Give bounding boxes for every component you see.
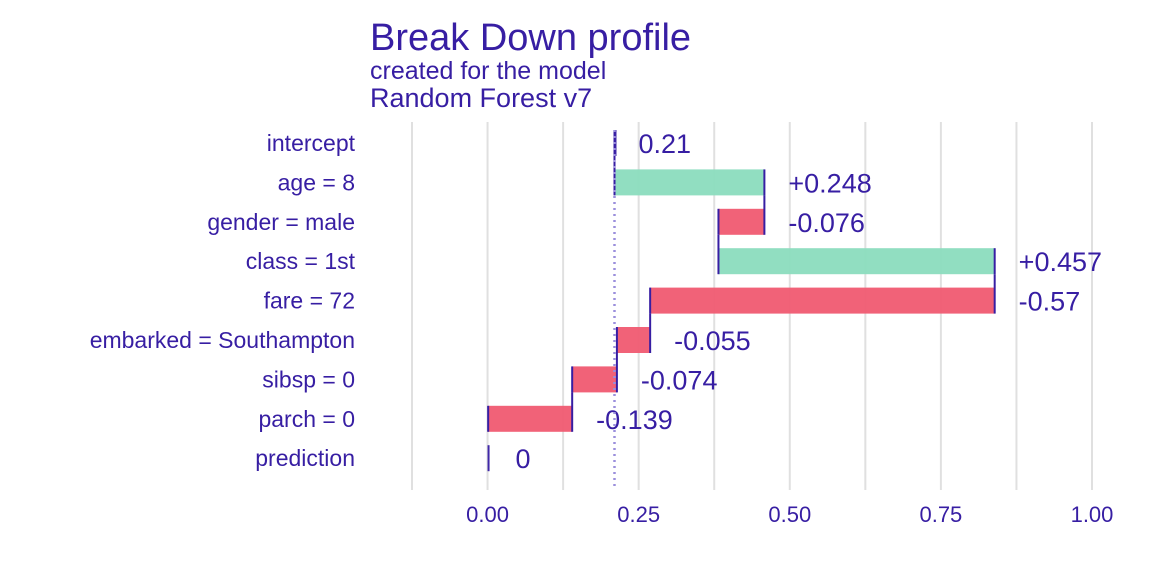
category-label: embarked = Southampton: [90, 327, 355, 353]
bar-5: [616, 327, 651, 353]
category-label: gender = male: [207, 209, 355, 235]
category-label: class = 1st: [246, 248, 356, 274]
bar-2: [718, 208, 765, 235]
value-label: -0.074: [641, 365, 718, 395]
x-tick-label: 0.75: [919, 502, 962, 527]
x-tick-label: 0.50: [768, 502, 811, 527]
value-label: -0.57: [1019, 287, 1081, 317]
category-label: parch = 0: [258, 406, 355, 432]
category-labels: intercept age = 8 gender = male class = 1st…: [90, 130, 356, 471]
value-labels: 0.21 +0.248 -0.076 +0.457 -0.57 -0.055 -0.074 -…: [516, 129, 1102, 474]
value-label: 0: [516, 444, 531, 474]
value-label: +0.248: [788, 168, 871, 198]
value-label: -0.076: [788, 208, 865, 238]
chart-subtitle-line1: created for the model: [370, 57, 606, 85]
value-label: -0.139: [596, 405, 673, 435]
x-tick-label: 0.00: [466, 502, 509, 527]
bar-8: [487, 445, 490, 472]
category-label: age = 8: [278, 169, 355, 195]
bar-7: [488, 405, 573, 432]
category-label: fare = 72: [264, 288, 355, 314]
x-tick-label: 0.25: [617, 502, 660, 527]
bar-6: [572, 366, 617, 393]
bars: [487, 130, 996, 472]
x-tick-label: 1.00: [1071, 502, 1114, 527]
bar-4: [650, 287, 995, 314]
value-label: +0.457: [1019, 247, 1102, 277]
category-label: prediction: [255, 445, 355, 471]
category-label: intercept: [267, 130, 356, 156]
category-label: sibsp = 0: [262, 366, 355, 392]
value-label: 0.21: [638, 129, 691, 159]
chart-title: Break Down profile: [370, 17, 691, 59]
bar-3: [718, 248, 995, 275]
chart-subtitle-line2: Random Forest v7: [370, 83, 592, 113]
value-label: -0.055: [674, 326, 751, 356]
bar-1: [614, 169, 765, 196]
x-axis-ticks: 0.00 0.25 0.50 0.75 1.00: [466, 502, 1113, 527]
